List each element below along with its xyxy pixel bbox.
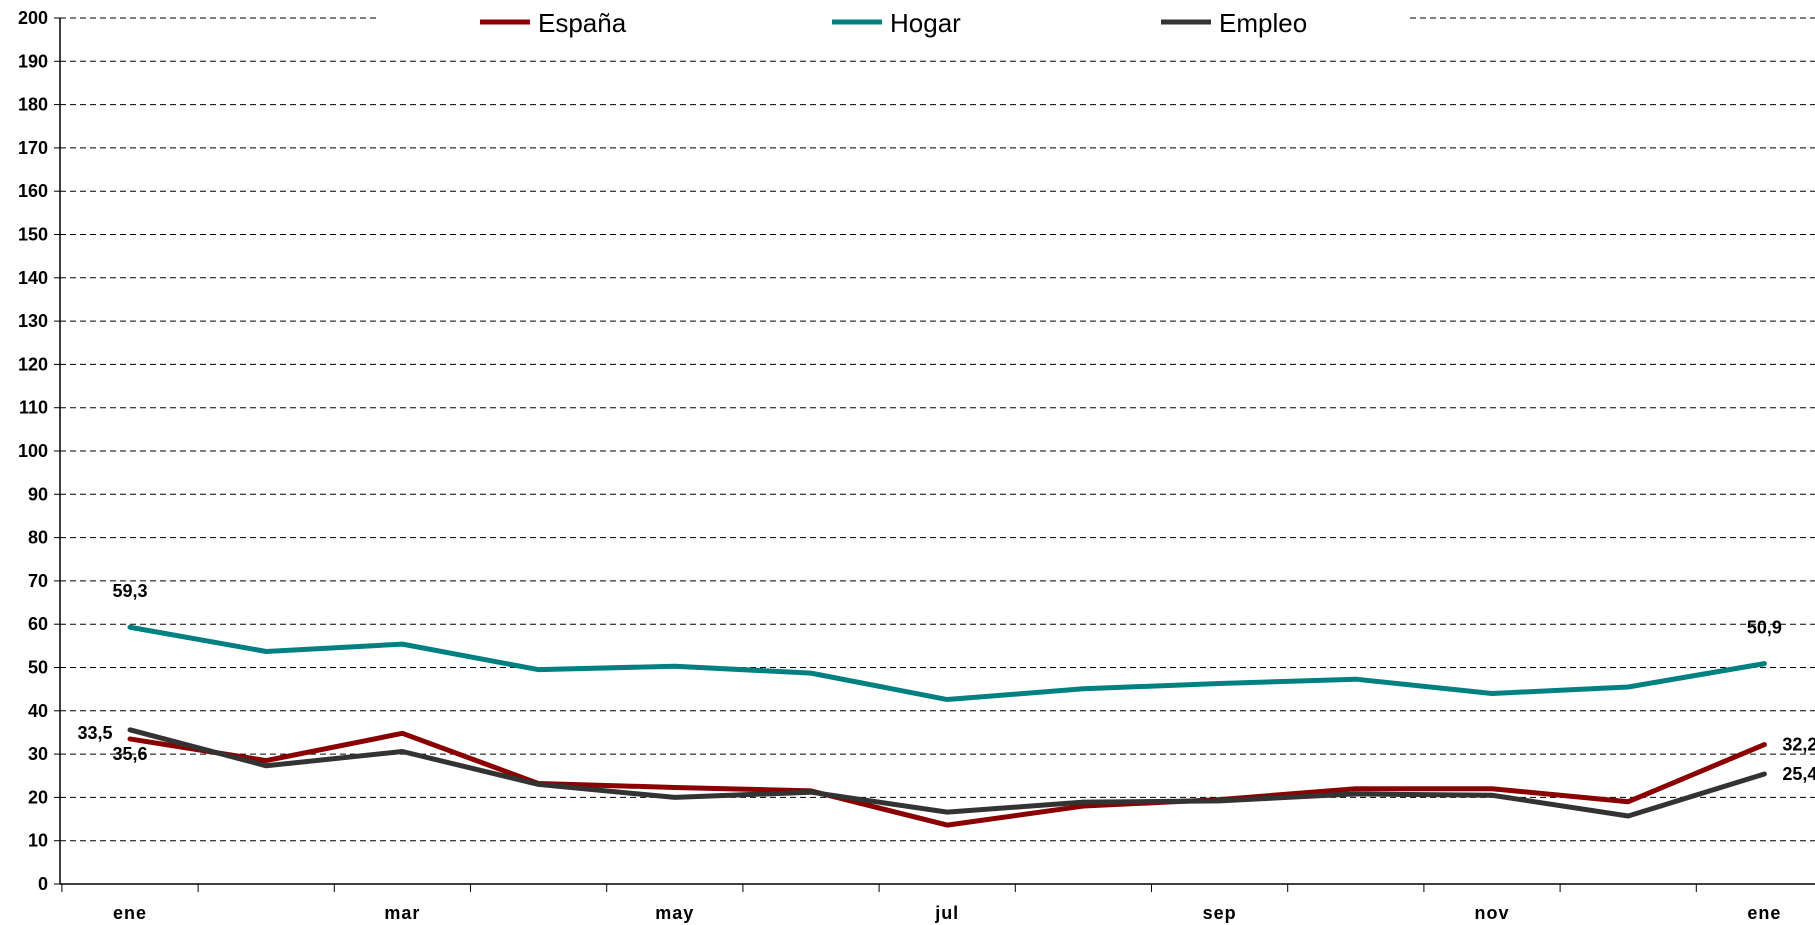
y-tick-label: 0	[38, 874, 48, 894]
gridlines	[60, 17, 1815, 842]
x-tick-label: sep	[1203, 903, 1237, 923]
y-tick-label: 90	[28, 484, 48, 504]
series-line	[127, 624, 1767, 703]
data-label: 32,2	[1782, 735, 1815, 755]
y-tick-label: 180	[18, 95, 48, 115]
data-label: 59,3	[112, 581, 147, 601]
y-tick-label: 150	[18, 225, 48, 245]
data-label: 50,9	[1747, 618, 1782, 638]
data-label: 35,6	[112, 744, 147, 764]
x-tick-label: may	[655, 903, 694, 923]
y-tick-label: 40	[28, 701, 48, 721]
series-line	[127, 730, 1767, 828]
data-label: 33,5	[77, 723, 112, 743]
y-tick-label: 160	[18, 181, 48, 201]
series-lines	[127, 624, 1767, 828]
legend-label: Empleo	[1219, 8, 1307, 38]
x-tick-label: nov	[1474, 903, 1509, 923]
legend-label: Hogar	[890, 8, 961, 38]
y-tick-label: 100	[18, 441, 48, 461]
y-tick-label: 110	[19, 398, 48, 418]
y-tick-label: 120	[18, 354, 48, 374]
y-tick-label: 50	[28, 658, 48, 678]
x-tick-label: mar	[384, 903, 420, 923]
x-tick-label: jul	[934, 903, 959, 923]
x-tick-label: ene	[1747, 903, 1781, 923]
axes: 0 10 20 30 40 50 60 70 80 90 100 110 120 130 140 150 160…	[18, 8, 1815, 923]
y-tick-label: 70	[28, 571, 48, 591]
y-tick-label: 60	[28, 614, 48, 634]
x-tick-label: ene	[113, 903, 147, 923]
y-tick-label: 30	[28, 744, 48, 764]
y-tick-label: 20	[28, 787, 48, 807]
data-labels: 59,3 33,535,6 50,9 32,2 25,4	[77, 581, 1815, 784]
legend-label: España	[538, 8, 627, 38]
y-tick-label: 190	[18, 51, 48, 71]
data-label: 25,4	[1782, 764, 1815, 784]
legend: España Hogar Empleo	[380, 2, 1410, 38]
legend-background	[380, 2, 1410, 38]
y-tick-label: 80	[28, 528, 48, 548]
series-line	[127, 727, 1767, 819]
y-tick-label: 140	[18, 268, 48, 288]
y-tick-label: 10	[28, 831, 48, 851]
y-tick-label: 200	[18, 8, 48, 28]
y-tick-label: 170	[18, 138, 48, 158]
y-tick-label: 130	[18, 311, 48, 331]
